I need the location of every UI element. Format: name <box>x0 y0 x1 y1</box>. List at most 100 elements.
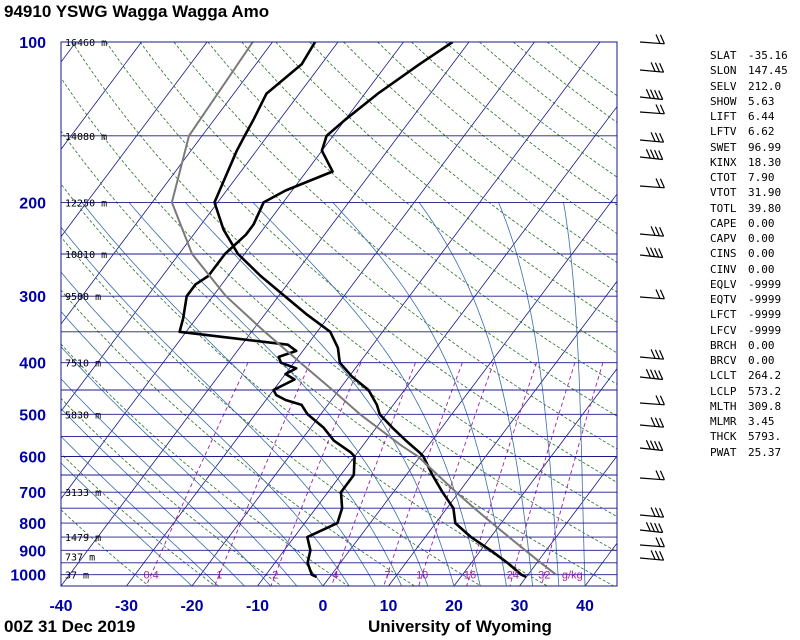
index-value: 0.00 <box>748 338 775 352</box>
mixing-ratio-line <box>214 362 311 586</box>
mixing-ratio-label: 0.4 <box>143 570 158 582</box>
wind-barbs <box>639 34 665 561</box>
mixing-ratio-label: 32 <box>538 570 550 582</box>
moist-adiabat <box>61 462 193 586</box>
temperature-trace <box>213 42 527 579</box>
index-row: SLAT -35.16 <box>710 48 788 63</box>
index-row: SELV 212.0 <box>710 79 788 94</box>
dry-adiabat <box>71 42 617 518</box>
wind-barb-icon <box>639 507 665 518</box>
pressure-tick-label: 400 <box>19 356 46 373</box>
height-label: 37 m <box>65 571 89 582</box>
pressure-tick-label: 200 <box>19 195 46 212</box>
isotherm <box>0 42 11 586</box>
isotherm <box>388 280 617 586</box>
pressure-tick-label: 1000 <box>10 568 46 585</box>
index-row: MLMR 3.45 <box>710 414 788 429</box>
mixing-ratio-label: 7 <box>384 570 390 582</box>
moist-adiabat <box>498 202 560 586</box>
mixing-ratio-line <box>383 362 463 586</box>
index-row: LFCV -9999 <box>710 323 788 338</box>
moist-adiabat <box>252 202 481 586</box>
wind-barb-icon <box>639 368 664 381</box>
moist-adiabat <box>81 202 402 586</box>
index-value: 31.90 <box>748 186 782 200</box>
isotherm <box>453 368 617 586</box>
wind-barb-icon <box>639 521 664 534</box>
index-row: CAPE 0.00 <box>710 216 788 231</box>
index-value: 0.00 <box>748 216 775 230</box>
index-name: BRCV <box>710 354 737 367</box>
mixing-ratio-label: 4 <box>332 570 338 582</box>
index-row: CINV 0.00 <box>710 262 788 277</box>
index-row: LCLT 264.2 <box>710 368 788 383</box>
chart-title: 94910 YSWG Wagga Wagga Amo <box>4 2 270 21</box>
wind-barb-icon <box>639 470 665 481</box>
dry-adiabat <box>61 77 617 553</box>
wind-barb-icon <box>639 550 665 561</box>
mixing-ratio-label: 10 <box>416 570 428 582</box>
mixing-ratio-line <box>466 362 537 586</box>
moist-adiabat <box>61 271 350 586</box>
wind-barb-icon <box>639 439 664 452</box>
dry-adiabat <box>105 42 617 483</box>
index-value: 5.63 <box>748 94 775 108</box>
index-row: LFTV 6.62 <box>710 124 788 139</box>
index-row: LIFT 6.44 <box>710 109 788 124</box>
index-name: SWET <box>710 140 737 154</box>
index-name: SLON <box>710 64 737 78</box>
dry-adiabat <box>173 42 617 417</box>
index-value: 3.45 <box>748 415 775 428</box>
mixing-ratio-line <box>541 362 604 586</box>
moist-adiabat <box>61 435 219 586</box>
dry-adiabat <box>61 509 150 586</box>
dry-adiabat <box>343 42 617 264</box>
wind-barb-icon <box>639 62 665 73</box>
chart-grid <box>0 42 617 586</box>
index-value: 5793. <box>748 430 782 444</box>
index-value: 7.90 <box>748 171 775 184</box>
height-label: 14080 m <box>65 132 107 143</box>
isotherm <box>584 542 617 586</box>
index-value: 96.99 <box>748 140 782 154</box>
index-value: 18.30 <box>748 155 782 169</box>
wind-barb-icon <box>639 132 665 143</box>
index-name: LIFT <box>710 110 737 123</box>
mixing-ratio-label: 2 <box>272 570 278 582</box>
index-value: -35.16 <box>748 49 788 62</box>
pressure-tick-label: 700 <box>19 485 46 502</box>
mixing-ratio-line <box>145 362 249 586</box>
index-name: PWAT <box>710 445 737 459</box>
pressure-tick-label: 900 <box>19 543 46 560</box>
moist-adiabat <box>185 202 455 586</box>
height-label: 12250 m <box>65 198 107 209</box>
index-name: CINV <box>710 262 737 276</box>
parcel-trace <box>170 42 557 576</box>
temperature-tick-label: 30 <box>511 598 529 615</box>
index-name: LFCV <box>710 323 737 337</box>
index-value: 0.00 <box>748 247 775 261</box>
index-name: LFTV <box>710 125 737 139</box>
moist-adiabat <box>61 310 324 586</box>
isotherm <box>61 42 339 412</box>
index-row: SLON 147.45 <box>710 63 788 78</box>
index-row: TOTL 39.80 <box>710 201 788 216</box>
mixing-ratio-label: g/kg <box>562 570 583 582</box>
isotherm <box>191 42 601 586</box>
index-row: EQLV -9999 <box>710 277 788 292</box>
index-name: SLAT <box>710 49 737 62</box>
moist-adiabat <box>61 226 376 586</box>
index-value: 39.80 <box>748 201 782 215</box>
index-value: -9999 <box>748 293 782 306</box>
index-value: 6.44 <box>748 110 775 123</box>
height-label: 737 m <box>65 553 95 564</box>
index-name: LFCT <box>710 308 737 322</box>
index-value: -9999 <box>748 323 782 337</box>
wind-barb-icon <box>639 88 664 101</box>
index-name: MLTH <box>710 399 737 413</box>
mixing-ratio-line <box>331 362 416 586</box>
mixing-ratio-label: 1 <box>216 570 222 582</box>
pressure-tick-label: 300 <box>19 289 46 306</box>
dry-adiabat <box>139 42 617 450</box>
index-row: BRCH 0.00 <box>710 338 788 353</box>
